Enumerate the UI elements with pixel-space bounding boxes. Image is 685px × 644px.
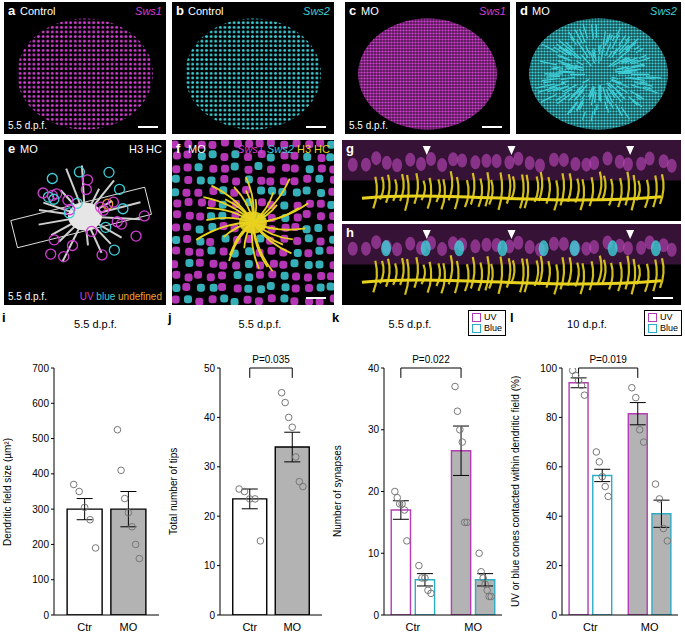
svg-text:Sws1 Sws2 H3 HC: Sws1 Sws2 H3 HC bbox=[237, 143, 330, 155]
svg-text:20: 20 bbox=[546, 560, 558, 571]
svg-text:20: 20 bbox=[204, 511, 216, 522]
html-text:UV or blue cones contacted wit: UV or blue cones contacted within dendri… bbox=[510, 375, 521, 608]
html-text:Blue: Blue bbox=[484, 323, 502, 333]
svg-text:10: 10 bbox=[368, 548, 380, 559]
svg-text:g: g bbox=[346, 141, 354, 156]
html-text:l: l bbox=[510, 310, 514, 325]
html-text:5.5 d.p.f.: 5.5 d.p.f. bbox=[238, 318, 282, 330]
svg-text:H3 HC: H3 HC bbox=[129, 143, 162, 155]
svg-text:e: e bbox=[8, 141, 15, 156]
svg-text:Sws2: Sws2 bbox=[650, 5, 677, 17]
html-text:5.5 d.p.f.: 5.5 d.p.f. bbox=[74, 318, 117, 330]
svg-text:30: 30 bbox=[368, 424, 380, 435]
svg-text:MO: MO bbox=[20, 143, 38, 155]
svg-text:c: c bbox=[349, 3, 356, 18]
svg-text:MO: MO bbox=[283, 621, 301, 633]
svg-text:500: 500 bbox=[32, 433, 49, 444]
html-text:j: j bbox=[168, 310, 172, 325]
svg-text:700: 700 bbox=[32, 363, 49, 374]
svg-text:40: 40 bbox=[368, 363, 380, 374]
svg-text:h: h bbox=[346, 225, 354, 240]
html-text:Dendritic field size (µm²): Dendritic field size (µm²) bbox=[2, 437, 13, 546]
svg-text:MO: MO bbox=[361, 5, 379, 17]
svg-text:MO: MO bbox=[641, 621, 659, 633]
svg-text:MO: MO bbox=[188, 143, 206, 155]
html-text:5.5 d.p.f.: 5.5 d.p.f. bbox=[388, 318, 432, 330]
svg-text:Ctr: Ctr bbox=[242, 621, 257, 633]
svg-text:100: 100 bbox=[540, 363, 557, 374]
svg-text:f: f bbox=[176, 141, 181, 156]
svg-text:MO: MO bbox=[532, 5, 550, 17]
html-text:Number of synapses: Number of synapses bbox=[332, 445, 343, 538]
svg-text:40: 40 bbox=[546, 511, 558, 522]
svg-text:30: 30 bbox=[204, 461, 216, 472]
svg-text:5.5 d.p.f.: 5.5 d.p.f. bbox=[8, 291, 47, 302]
svg-text:50: 50 bbox=[204, 363, 216, 374]
svg-text:P=0.035: P=0.035 bbox=[252, 354, 290, 365]
svg-text:0: 0 bbox=[373, 610, 379, 621]
svg-text:a: a bbox=[8, 3, 16, 18]
svg-text:20: 20 bbox=[368, 486, 380, 497]
svg-text:MO: MO bbox=[464, 621, 482, 633]
svg-text:200: 200 bbox=[32, 539, 49, 550]
svg-text:60: 60 bbox=[546, 461, 558, 472]
svg-text:UV blue undefined: UV blue undefined bbox=[80, 291, 162, 302]
svg-text:Ctr: Ctr bbox=[406, 621, 421, 633]
svg-text:b: b bbox=[176, 3, 184, 18]
svg-text:Sws2: Sws2 bbox=[303, 5, 330, 17]
svg-text:MO: MO bbox=[120, 621, 138, 633]
html-text:k: k bbox=[332, 310, 340, 325]
svg-text:Ctr: Ctr bbox=[583, 621, 598, 633]
svg-text:d: d bbox=[520, 3, 528, 18]
svg-text:P=0.022: P=0.022 bbox=[412, 354, 450, 365]
svg-text:Sws1: Sws1 bbox=[135, 5, 162, 17]
svg-text:300: 300 bbox=[32, 504, 49, 515]
svg-text:80: 80 bbox=[546, 412, 558, 423]
html-text:10 d.p.f.: 10 d.p.f. bbox=[567, 318, 607, 330]
svg-text:600: 600 bbox=[32, 398, 49, 409]
html-text:i: i bbox=[2, 310, 6, 325]
html-text:UV: UV bbox=[484, 312, 497, 322]
html-text:UV: UV bbox=[660, 312, 673, 322]
svg-text:5.5 d.p.f.: 5.5 d.p.f. bbox=[349, 120, 388, 131]
svg-text:P=0.019: P=0.019 bbox=[589, 354, 627, 365]
svg-text:100: 100 bbox=[32, 574, 49, 585]
svg-text:0: 0 bbox=[43, 610, 49, 621]
svg-text:Sws1: Sws1 bbox=[479, 5, 506, 17]
svg-text:40: 40 bbox=[204, 412, 216, 423]
svg-text:Ctr: Ctr bbox=[77, 621, 92, 633]
svg-text:0: 0 bbox=[551, 610, 557, 621]
svg-text:5.5 d.p.f.: 5.5 d.p.f. bbox=[8, 120, 47, 131]
svg-text:Control: Control bbox=[188, 5, 223, 17]
html-text:Blue: Blue bbox=[660, 323, 678, 333]
html-text:Total number of tips: Total number of tips bbox=[168, 447, 179, 536]
svg-text:0: 0 bbox=[209, 610, 215, 621]
svg-text:Control: Control bbox=[20, 5, 55, 17]
svg-text:10: 10 bbox=[204, 560, 216, 571]
svg-text:400: 400 bbox=[32, 468, 49, 479]
